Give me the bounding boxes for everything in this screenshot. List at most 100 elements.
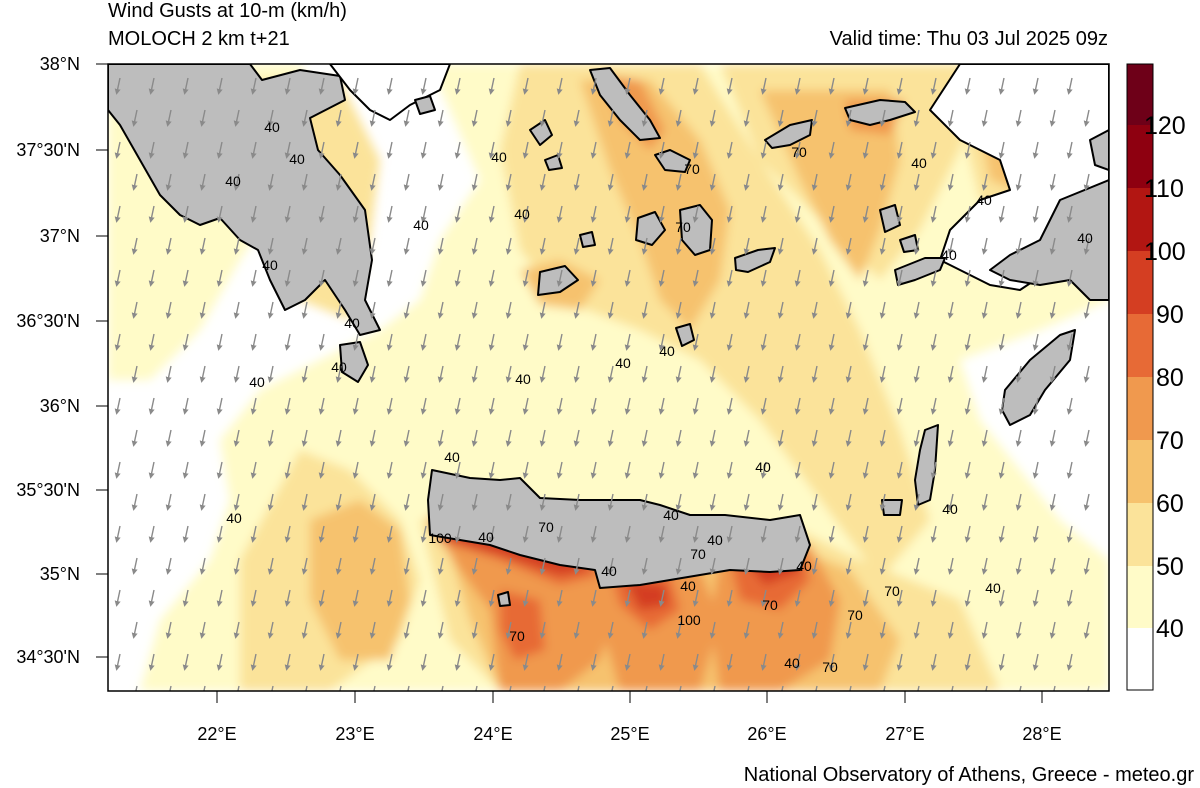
wind-arrow (522, 269, 529, 287)
wind-arrow (131, 493, 138, 511)
wind-arrow (998, 333, 1005, 351)
wind-arrow (777, 301, 784, 319)
wind-arrow (233, 301, 240, 319)
wind-arrow (896, 269, 903, 287)
colorbar-swatch (1127, 125, 1153, 188)
land-karpathos (914, 424, 939, 506)
wind-arrow (1015, 621, 1022, 639)
wind-arrow (1032, 333, 1039, 351)
wind-arrow (658, 77, 665, 95)
plot-frame (107, 63, 1110, 692)
wind-arrow (386, 333, 393, 351)
wind-arrow (879, 173, 886, 191)
wind-arrow (1083, 621, 1090, 639)
wind-arrow (539, 493, 546, 511)
wind-arrow (386, 461, 393, 479)
wind-arrow (760, 269, 767, 287)
contour-label: 70 (509, 628, 525, 644)
wind-arrow (1015, 557, 1022, 575)
wind-arrow (811, 109, 818, 127)
wind-arrow (369, 365, 376, 383)
wind-arrow (1066, 269, 1073, 287)
wind-arrow (182, 461, 189, 479)
contour-label: 40 (911, 155, 927, 171)
wind-arrow (199, 493, 206, 511)
wind-arrow (692, 77, 699, 95)
wind-arrow (1083, 173, 1090, 191)
wind-arrow (539, 237, 546, 255)
colorbar-swatch (1127, 566, 1153, 628)
wind-arrow (148, 205, 155, 223)
wind-arrow (930, 461, 937, 479)
wind-arrow (811, 173, 818, 191)
wind-arrow (1049, 557, 1056, 575)
wind-arrow (811, 365, 818, 383)
wind-arrow (420, 269, 427, 287)
wind-arrow (1087, 685, 1090, 691)
wind-arrow (1049, 237, 1056, 255)
land-paros (635, 211, 666, 246)
wind-arrow (250, 333, 257, 351)
wind-arrow (828, 141, 835, 159)
wind-arrow (760, 653, 767, 671)
wind-arrow (386, 653, 393, 671)
wind-arrow (318, 269, 325, 287)
wind-arrow (131, 301, 138, 319)
wind-arrow (148, 269, 155, 287)
wind-arrow (849, 685, 852, 691)
wind-arrow (896, 333, 903, 351)
lon-tick-label: 28°E (1022, 724, 1061, 744)
wind-arrow (250, 525, 257, 543)
wind-arrow (471, 301, 478, 319)
wind-arrow (930, 205, 937, 223)
wind-arrow (148, 333, 155, 351)
wind-arrow (301, 493, 308, 511)
wind-arrow (114, 77, 121, 95)
wind-arrow (845, 237, 852, 255)
wind-arrow (403, 429, 410, 447)
wind-arrow (913, 237, 920, 255)
wind-arrow (505, 429, 512, 447)
wind-arrow (539, 365, 546, 383)
wind-arrow (692, 141, 699, 159)
wind-arrow (233, 109, 240, 127)
wind-arrow (369, 429, 376, 447)
contour-label: 40 (796, 558, 812, 574)
wind-arrow (879, 621, 886, 639)
contour-label: 40 (680, 578, 696, 594)
wind-arrow (1015, 173, 1022, 191)
wind-arrow (573, 621, 580, 639)
wind-arrow (930, 141, 937, 159)
wind-arrow (917, 685, 920, 691)
lon-tick-label: 24°E (473, 724, 512, 744)
wind-arrow (641, 493, 648, 511)
wind-arrow (896, 141, 903, 159)
wind-arrow (182, 333, 189, 351)
wind-arrow (556, 397, 563, 415)
wind-arrow (913, 557, 920, 575)
wind-arrow (539, 429, 546, 447)
wind-arrow (964, 397, 971, 415)
wind-arrow (645, 685, 648, 691)
wind-arrow (216, 653, 223, 671)
wind-arrow (692, 653, 699, 671)
wind-arrow (403, 493, 410, 511)
wind-arrow (760, 525, 767, 543)
wind-arrow (828, 525, 835, 543)
lat-tick-label: 36°30'N (16, 311, 80, 331)
wind-arrow (284, 269, 291, 287)
land-ios-amorgos (734, 247, 776, 273)
contour-label: 70 (675, 219, 691, 235)
wind-arrow (318, 525, 325, 543)
contour-label: 70 (884, 583, 900, 599)
wind-arrow (760, 77, 767, 95)
contour-label: 40 (941, 247, 957, 263)
wind-arrow (1032, 77, 1039, 95)
wind-arrow (828, 77, 835, 95)
wind-arrow (624, 653, 631, 671)
wind-arrow (985, 685, 988, 691)
lon-tick-label: 26°E (747, 724, 786, 744)
wind-arrow (641, 429, 648, 447)
wind-arrow (335, 429, 342, 447)
wind-arrow (930, 589, 937, 607)
